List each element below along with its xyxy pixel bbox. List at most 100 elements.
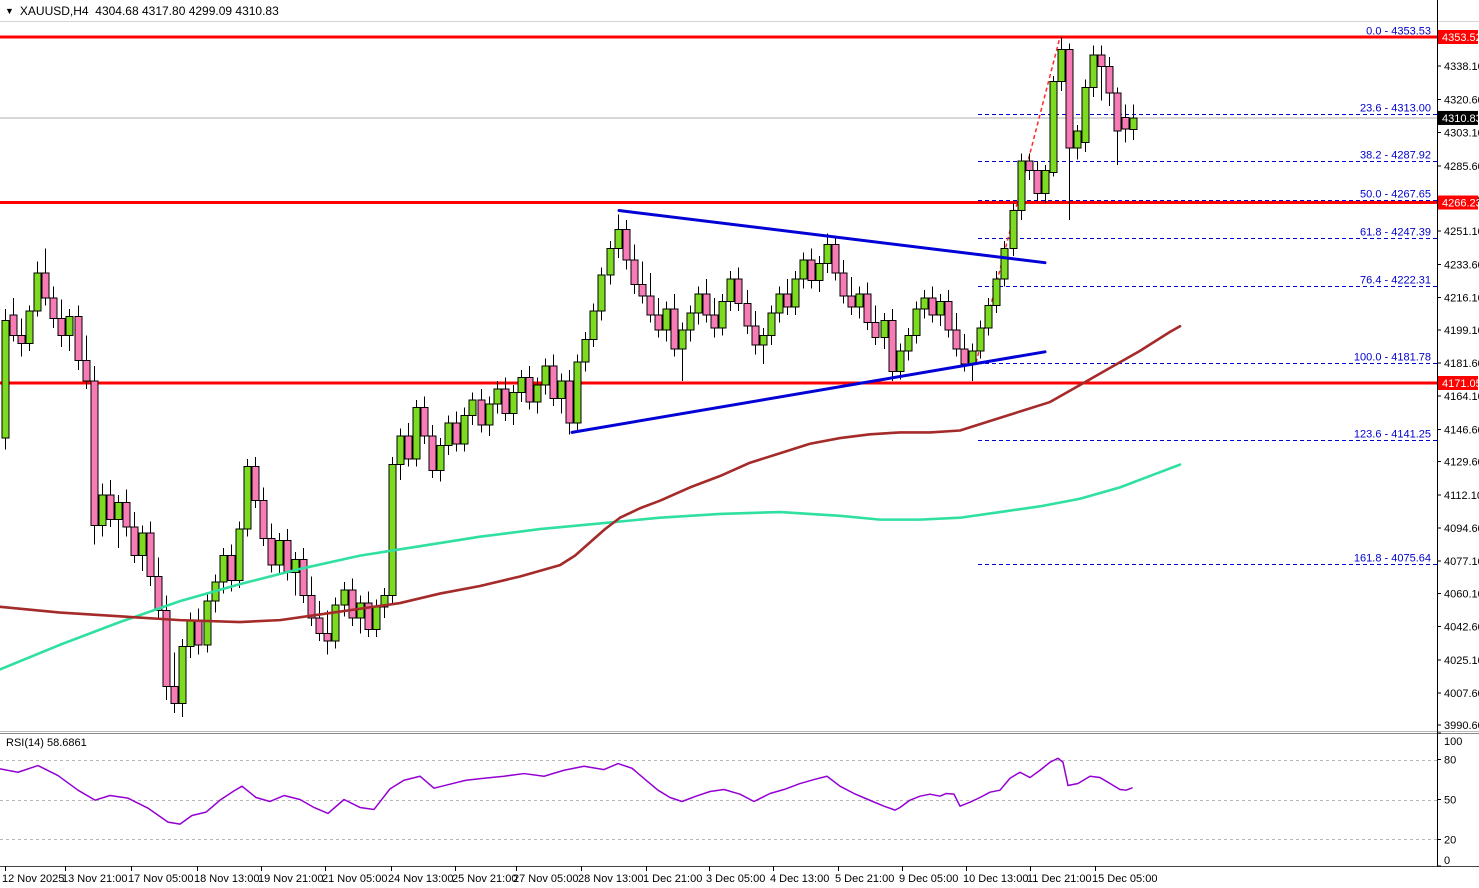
candle-bullish <box>1081 86 1090 143</box>
price-axis[interactable]: 4338.104320.604303.104285.604268.104251.… <box>1437 0 1479 867</box>
time-tick-label: 21 Nov 05:00 <box>322 873 387 885</box>
candle-bearish <box>90 380 99 526</box>
candle-bearish <box>1065 48 1074 149</box>
candle-bearish <box>74 316 83 361</box>
candle-bullish <box>1 320 10 439</box>
rsi-tick-label: 20 <box>1444 834 1456 846</box>
candle-bullish <box>1017 160 1026 212</box>
candle-bullish <box>1073 130 1082 149</box>
price-tick-label: 4320.60 <box>1444 94 1479 106</box>
candle-bullish <box>589 310 598 340</box>
candle-bullish <box>976 327 985 352</box>
candle-bearish <box>348 589 357 619</box>
candle-bullish <box>468 399 477 416</box>
candle-bearish <box>259 500 268 540</box>
rsi-tick-label: 50 <box>1444 795 1456 807</box>
candle-bearish <box>654 314 663 331</box>
price-tick-label: 4042.60 <box>1444 622 1479 634</box>
candle-bullish <box>541 365 550 386</box>
candle-bullish <box>460 414 469 445</box>
price-badge-value: 4353.52 <box>1442 32 1479 44</box>
candle-bearish <box>130 526 139 557</box>
candle-bearish <box>847 295 856 308</box>
candle-bearish <box>307 594 316 619</box>
time-tick-label: 19 Nov 21:00 <box>258 873 323 885</box>
symbol-dropdown-icon[interactable]: ▼ <box>5 5 14 16</box>
rsi-tick-label: 100 <box>1444 736 1462 748</box>
candle-bearish <box>227 555 236 581</box>
candle-bearish <box>477 399 486 426</box>
candle-bullish <box>203 600 212 646</box>
candle-bullish <box>775 293 784 314</box>
candle-bullish <box>557 380 566 399</box>
candle-bearish <box>702 293 711 316</box>
candle-bullish <box>936 301 945 316</box>
price-tick-label: 4216.10 <box>1444 293 1479 305</box>
candle-bullish <box>340 589 349 606</box>
time-tick-label: 28 Nov 13:00 <box>578 873 643 885</box>
candle-bearish <box>710 314 719 329</box>
price-tick-label: 4025.10 <box>1444 655 1479 667</box>
price-tick-label: 4338.10 <box>1444 61 1479 73</box>
price-tick-label: 4233.60 <box>1444 259 1479 271</box>
time-tick-label: 18 Nov 13:00 <box>194 873 259 885</box>
candle-bullish <box>396 435 405 466</box>
fib-level-label: 0.0 - 4353.53 <box>1366 26 1431 38</box>
candle-bearish <box>638 283 647 297</box>
candle-bearish <box>944 301 953 331</box>
candle-bearish <box>734 278 743 304</box>
candle-bearish <box>162 610 171 687</box>
ma-red-line[interactable] <box>0 324 1182 624</box>
candle-bullish <box>138 532 147 557</box>
candle-bearish <box>82 359 91 382</box>
rsi-tick-label: 0 <box>1444 855 1450 867</box>
rsi-tick-label: 80 <box>1444 755 1456 767</box>
candle-bearish <box>428 435 437 471</box>
candle-bullish <box>1041 170 1050 194</box>
main-pane[interactable]: 0.0 - 4353.53 23.6 - 4313.00 38.2 - 4287.9… <box>0 21 1479 717</box>
candle-bullish <box>291 558 300 574</box>
candle-bearish <box>863 293 872 323</box>
price-tick-label: 4146.60 <box>1444 424 1479 436</box>
candle-bearish <box>960 348 969 365</box>
candle-bullish <box>726 278 735 303</box>
candle-bullish <box>662 308 671 331</box>
candle-bearish <box>452 422 461 445</box>
candle-bullish <box>98 494 107 526</box>
candle-bearish <box>420 407 429 437</box>
candle-bearish <box>154 576 163 612</box>
price-badge-current <box>1438 110 1478 125</box>
trendline-triangle-upper[interactable] <box>617 209 1047 265</box>
rsi-pane[interactable] <box>0 731 1479 867</box>
candle-bullish <box>331 604 340 642</box>
time-tick-label: 3 Dec 05:00 <box>706 873 765 885</box>
candle-bearish <box>888 320 897 373</box>
price-tick-label: 4303.10 <box>1444 128 1479 140</box>
candle-bullish <box>533 384 542 403</box>
ma-green-line[interactable] <box>0 463 1182 671</box>
candle-bullish <box>1129 117 1138 131</box>
candle-bullish <box>896 350 905 373</box>
candle-bearish <box>194 619 203 646</box>
symbol-ohlc-text: XAUUSD,H4 4304.68 4317.80 4299.09 4310.8… <box>19 4 279 18</box>
candle-bullish <box>485 403 494 426</box>
trendline-triangle-lower[interactable] <box>570 350 1047 434</box>
fib-level-label: 38.2 - 4287.92 <box>1360 150 1431 162</box>
candle-bearish <box>1113 92 1122 132</box>
price-tick-label: 4181.60 <box>1444 358 1479 370</box>
candle-bullish <box>815 263 824 282</box>
price-tick-label: 4094.60 <box>1444 523 1479 535</box>
candle-bullish <box>25 310 34 344</box>
time-tick-label: 12 Nov 2025 <box>2 873 64 885</box>
time-tick-label: 17 Nov 05:00 <box>128 873 193 885</box>
candle-bearish <box>525 376 534 403</box>
candle-bullish <box>114 502 123 521</box>
candle-bearish <box>170 685 179 705</box>
candle-bullish <box>799 259 808 280</box>
candle-bullish <box>1000 247 1009 280</box>
rsi-indicator-label: RSI(14) 58.6861 <box>6 737 87 749</box>
candle-bullish <box>581 338 590 363</box>
candle-bearish <box>122 502 131 528</box>
